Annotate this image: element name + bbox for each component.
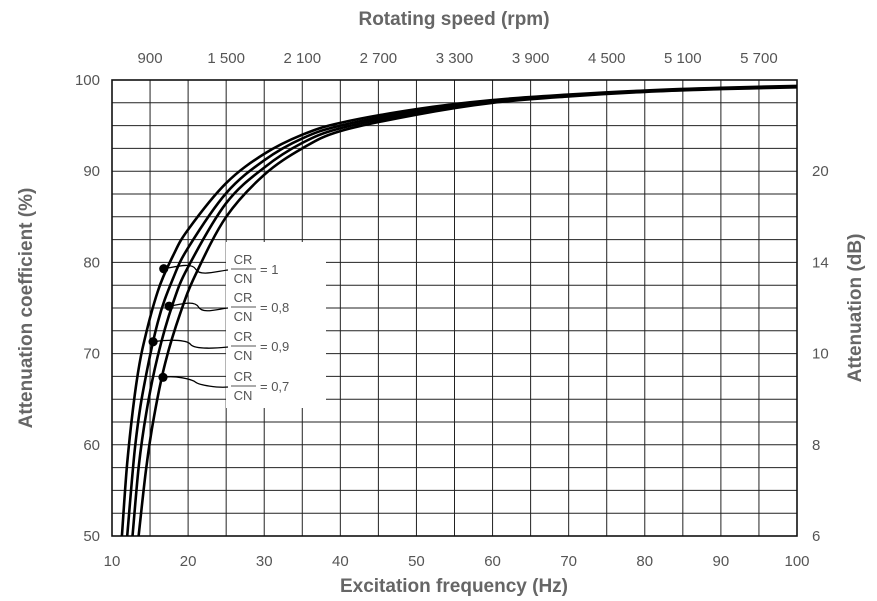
- top-tick-label: 900: [138, 50, 163, 67]
- y-tick-label: 100: [75, 72, 100, 89]
- legend: CR CN = 1 CR CN = 0,8 CR CN = 0,9 CR CN = 0,7: [226, 242, 326, 408]
- x-axis-title: Excitation frequency (Hz): [340, 576, 568, 597]
- legend-fraction-denominator: CN: [234, 388, 253, 403]
- right-tick-label: 8: [812, 437, 820, 454]
- y-tick-label: 50: [83, 528, 100, 545]
- x-tick-label: 90: [713, 553, 730, 570]
- series-marker-dot: [158, 372, 168, 382]
- right-tick-label: 20: [812, 163, 829, 180]
- series-marker-dot: [148, 337, 158, 347]
- legend-box: [226, 242, 326, 408]
- series-marker-dot: [159, 264, 169, 274]
- legend-fraction-denominator: CN: [234, 348, 253, 363]
- top-axis-title: Rotating speed (rpm): [358, 9, 549, 30]
- x-tick-label: 50: [408, 553, 425, 570]
- legend-ratio-value: = 0,8: [260, 300, 289, 315]
- x-tick-label: 10: [104, 553, 121, 570]
- x-tick-label: 40: [332, 553, 349, 570]
- plot-frame: [111, 79, 798, 537]
- marker-leader-line: [168, 302, 229, 312]
- right-tick-label: 14: [812, 254, 829, 271]
- x-tick-label: 30: [256, 553, 273, 570]
- series-line-cr1: [120, 84, 798, 537]
- marker-leader-line: [162, 376, 229, 388]
- y-axis-title-right: Attenuation (dB): [845, 234, 866, 383]
- right-tick-label: 6: [812, 528, 820, 545]
- legend-fraction-numerator: CR: [234, 329, 253, 344]
- legend-fraction-numerator: CR: [234, 369, 253, 384]
- top-tick-label: 1 500: [207, 50, 245, 67]
- y-axis-title-left: Attenuation coefficient (%): [16, 188, 37, 429]
- top-tick-label: 4 500: [588, 50, 626, 67]
- x-tick-label: 100: [784, 553, 809, 570]
- legend-fraction-numerator: CR: [234, 290, 253, 305]
- x-tick-label: 80: [636, 553, 653, 570]
- legend-ratio-value: = 0,9: [260, 339, 289, 354]
- legend-fraction-denominator: CN: [234, 271, 253, 286]
- top-tick-label: 5 100: [664, 50, 702, 67]
- marker-leader-line: [163, 264, 229, 274]
- legend-ratio-value: = 0,7: [260, 379, 289, 394]
- x-tick-label: 70: [560, 553, 577, 570]
- y-tick-label: 60: [83, 437, 100, 454]
- marker-group: [148, 264, 229, 388]
- series-marker-dot: [164, 301, 174, 311]
- top-tick-label: 5 700: [740, 50, 778, 67]
- y-tick-label: 80: [83, 254, 100, 271]
- top-tick-label: 3 900: [512, 50, 550, 67]
- tick-labels: 10 20 30 40 50 60 70 80 90 100 50 60 70 80 90 100 900 1 5…: [75, 50, 829, 570]
- legend-ratio-value: = 1: [260, 262, 278, 277]
- x-tick-label: 20: [180, 553, 197, 570]
- top-tick-label: 3 300: [436, 50, 474, 67]
- marker-leader-line: [152, 339, 229, 349]
- top-tick-label: 2 700: [360, 50, 398, 67]
- x-tick-label: 60: [484, 553, 501, 570]
- right-tick-label: 10: [812, 346, 829, 363]
- grid: [112, 80, 797, 536]
- curve-group: [120, 84, 798, 537]
- legend-fraction-numerator: CR: [234, 252, 253, 267]
- legend-fraction-denominator: CN: [234, 309, 253, 324]
- top-tick-label: 2 100: [284, 50, 322, 67]
- series-line-cr07: [137, 86, 798, 537]
- y-tick-label: 90: [83, 163, 100, 180]
- y-tick-label: 70: [83, 346, 100, 363]
